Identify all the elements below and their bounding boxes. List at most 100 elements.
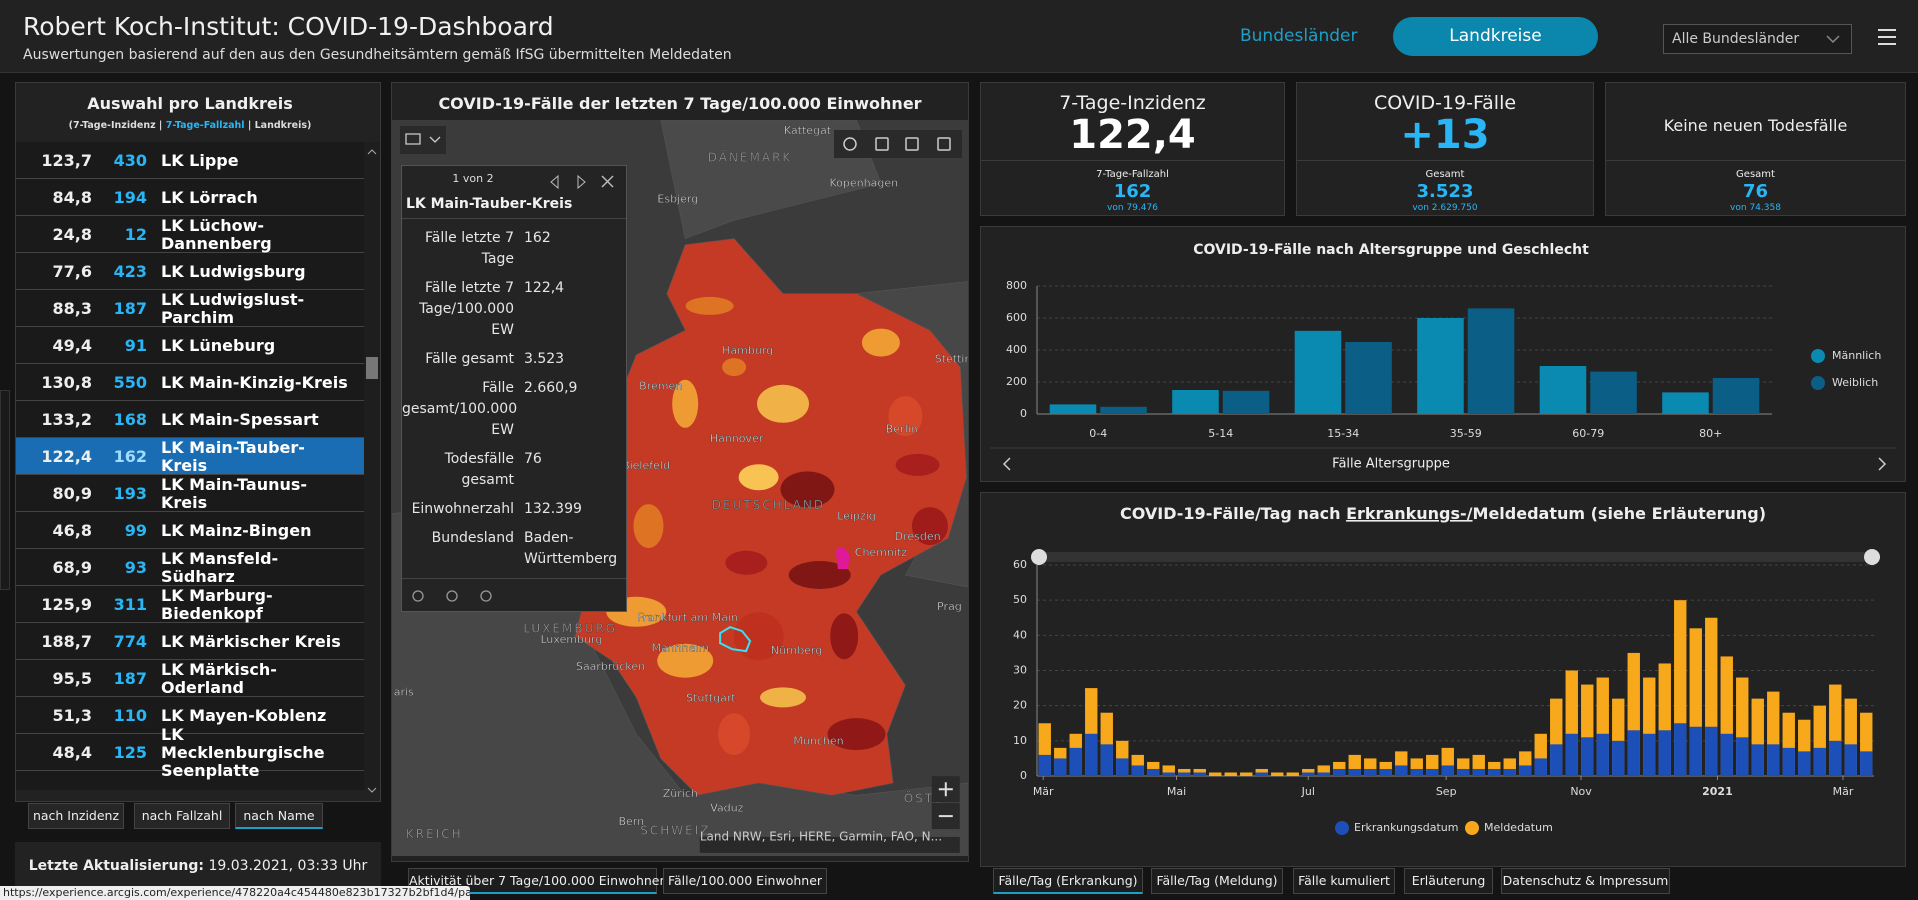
update-box (15, 842, 381, 888)
bar (1364, 768, 1377, 776)
y-tick-label: 400 (1006, 343, 1027, 356)
sort-button[interactable]: nach Fallzahl (134, 803, 230, 829)
update-label: Letzte Aktualisierung: (28, 858, 205, 874)
bar (1550, 744, 1563, 776)
y-tick-label: 600 (1006, 311, 1027, 324)
popup-field: Bundesland Baden-Württemberg (402, 528, 626, 570)
list-row[interactable]: 24,8 12 LK Lüchow-Dannenberg (16, 216, 364, 253)
row-incidence: 24,8 (52, 225, 92, 244)
field-label: Bundesland (431, 530, 514, 546)
update-value: 19.03.2021, 03:33 Uhr (208, 858, 368, 874)
list-row[interactable]: 130,8 550 LK Main-Kinzig-Kreis (16, 364, 364, 401)
bar (1222, 390, 1270, 414)
row-cases: 168 (113, 410, 147, 429)
tool-icon[interactable] (843, 137, 857, 151)
bottom-tab[interactable]: Datenschutz & Impressum (1501, 868, 1670, 894)
row-incidence: 125,9 (41, 595, 92, 614)
slider-handle[interactable] (1864, 549, 1880, 565)
district-patch (738, 464, 779, 491)
dropdown[interactable]: Alle Bundesländer (1663, 24, 1852, 54)
bottom-tab[interactable]: Fälle kumuliert (1293, 868, 1395, 894)
bottom-tab[interactable]: Erläuterung (1404, 868, 1493, 894)
bar (1178, 772, 1191, 776)
row-incidence: 84,8 (52, 188, 92, 207)
row-incidence: 80,9 (52, 484, 92, 503)
stat-box (980, 82, 1285, 216)
row-cases: 193 (113, 484, 147, 503)
stat-divider (1606, 160, 1905, 161)
sort-button[interactable]: nach Inzidenz (28, 803, 124, 829)
title-part: Erkrankungs-/ (1346, 504, 1473, 523)
close (601, 175, 614, 188)
bar (1172, 390, 1219, 414)
district-patch (911, 507, 948, 546)
stat-value: 122,4 (1069, 112, 1196, 158)
list-row[interactable]: 123,7 430 LK Lippe (16, 142, 364, 179)
list-row[interactable]: 95,5 187 LK Märkisch-Oderland (16, 660, 364, 697)
list-row[interactable]: 125,9 311 LK Marburg-Biedenkopf (16, 586, 364, 623)
y-tick-label: 0 (1020, 407, 1027, 420)
bottom-tab[interactable]: Fälle/Tag (Erkrankung) (993, 868, 1143, 894)
list-row[interactable]: 133,2 168 LK Main-Spessart (16, 401, 364, 438)
bar (1100, 406, 1147, 414)
stat-value: +13 (1400, 112, 1490, 158)
bar (1539, 366, 1587, 414)
tool-icon[interactable] (905, 137, 919, 151)
stat-sub-note: von 74.358 (1730, 203, 1781, 213)
place-label: Bremen (639, 380, 682, 393)
row-incidence: 77,6 (52, 262, 92, 281)
list-row[interactable]: 48,4 125 LK Mecklenburgische Seenplatte (16, 725, 364, 779)
sort-button[interactable]: nach Name (235, 803, 323, 829)
scrollbar-thumb[interactable] (366, 357, 378, 379)
bar (1720, 733, 1733, 776)
list-row[interactable]: 84,8 194 LK Lörrach (16, 179, 364, 216)
list-row[interactable]: 188,7 774 LK Märkischer Kreis (16, 623, 364, 660)
list-row[interactable]: 122,4 162 LK Main-Tauber-Kreis (16, 438, 364, 475)
nav-bundeslaender[interactable]: Bundesländer (1240, 26, 1358, 46)
bar (1519, 765, 1532, 776)
tool-icon[interactable] (875, 137, 889, 151)
scroll-up (367, 149, 377, 155)
bar (1426, 768, 1439, 776)
place-label: KREICH (406, 827, 463, 841)
stat-sub-value: 76 (1742, 181, 1769, 202)
place-label: Leipzig (837, 509, 876, 522)
y-tick-label: 50 (1013, 593, 1027, 606)
field-value: 132.399 (524, 501, 582, 517)
stat-sub-value: 3.523 (1416, 181, 1474, 202)
list-row[interactable]: 80,9 193 LK Main-Taunus-Kreis (16, 475, 364, 512)
bar (1844, 744, 1857, 776)
place-label: Nürnberg (771, 644, 823, 657)
field-value: 3.523 (524, 351, 565, 367)
bar (1798, 751, 1811, 776)
list-row[interactable]: 51,3 110 LK Mayen-Koblenz (16, 697, 364, 734)
slider-handle[interactable] (1031, 549, 1047, 565)
bar (1345, 342, 1392, 414)
list-row[interactable]: 88,3 187 LK Ludwigslust-Parchim (16, 290, 364, 327)
row-incidence: 48,4 (52, 743, 92, 762)
row-cases: 187 (113, 669, 147, 688)
list-row[interactable]: 68,9 93 LK Mansfeld-Südharz (16, 549, 364, 586)
page-title: Robert Koch-Institut: COVID-19-Dashboard (23, 12, 554, 41)
bottom-tab[interactable]: Fälle/Tag (Meldung) (1151, 868, 1283, 894)
popup-nav (550, 174, 614, 190)
row-name: LK Main-Taunus-Kreis (161, 474, 308, 512)
field-label: Fälle letzte 7 Tage (425, 230, 514, 267)
field-label: Todesfälle gesamt (444, 451, 514, 488)
range-slider (1037, 552, 1874, 562)
x-tick-label: 5-14 (1208, 427, 1233, 440)
list-row[interactable]: 49,4 91 LK Lüneburg (16, 327, 364, 364)
list-row[interactable]: 77,6 423 LK Ludwigsburg (16, 253, 364, 290)
list-row[interactable]: 46,8 99 LK Mainz-Bingen (16, 512, 364, 549)
legend-swatch (1335, 821, 1349, 835)
place-label: Esbjerg (657, 192, 698, 205)
nav-landkreise[interactable]: Landkreise (1393, 17, 1598, 56)
bar (1162, 772, 1175, 776)
tool-icon[interactable] (937, 137, 951, 151)
place-label: Berlin (886, 422, 918, 435)
map-tab[interactable]: Fälle/100.000 Einwohner (663, 868, 827, 894)
bar (1503, 768, 1516, 776)
bar (1565, 733, 1578, 776)
bar (1240, 772, 1253, 776)
